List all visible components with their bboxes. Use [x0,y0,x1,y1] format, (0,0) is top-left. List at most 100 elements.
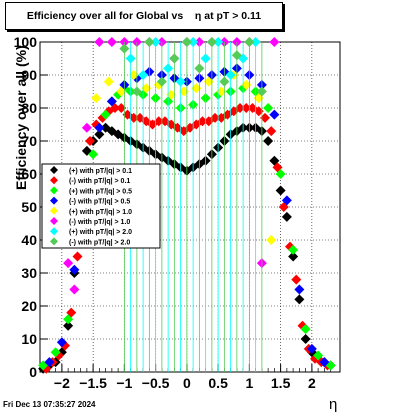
legend-entry: (+) with pT/|q| > 0.1 [69,168,132,175]
legend-entry: (+) with pT/|q| > 1.0 [69,209,132,216]
data-point [128,70,139,80]
data-point [275,185,286,196]
data-point [175,76,186,87]
data-point [313,350,324,361]
y-tick-label: 30 [21,265,37,281]
data-point [91,93,102,104]
data-point [266,235,277,245]
x-axis-label: η [329,396,338,413]
data-point [281,211,292,222]
data-point [44,357,55,368]
data-point [225,70,236,80]
data-point [288,244,299,255]
data-point [169,53,180,64]
data-point [197,116,208,127]
y-tick-label: 80 [21,100,37,116]
data-point [200,53,211,64]
data-point [128,112,139,123]
data-point [241,103,252,113]
data-point [178,86,189,97]
data-point [94,37,105,47]
data-point [106,96,117,107]
data-point [131,86,142,97]
data-point [250,37,261,47]
data-point [300,334,311,344]
data-point [116,86,127,97]
data-point [88,149,99,160]
data-point [156,76,167,87]
data-point [103,76,114,87]
data-point [281,195,292,206]
data-point [300,324,311,335]
data-point [141,83,152,94]
x-tick-label: 2 [308,375,316,391]
legend-entry: (-) with pT/|q| > 0.1 [69,178,130,185]
y-tick-label: 70 [21,133,37,149]
data-point [166,89,177,100]
x-tick-label: −1.5 [79,375,107,391]
legend-marker [50,206,58,215]
legend-marker [50,196,58,205]
y-tick-label: 20 [21,298,37,314]
y-axis-label: Efficiency over all (%) [13,45,29,190]
data-point [194,63,205,74]
data-point [319,357,330,368]
legend-marker [50,166,58,174]
chart-title: Efficiency over all for Global vs η at p… [26,10,262,22]
legend-entry: (-) with pT/|q| > 0.5 [69,199,130,206]
legend-marker [50,237,58,246]
data-point [235,103,245,113]
legend-marker [50,217,58,225]
data-point [253,106,264,117]
y-tick-label: 90 [21,67,37,83]
data-point [56,337,67,348]
data-point [63,258,74,269]
data-point [269,109,280,120]
legend-entry: (+) with pT/|q| > 2.0 [69,229,132,236]
data-point [260,112,270,123]
data-point [119,43,130,54]
data-point [81,122,92,133]
data-point [63,314,74,325]
x-tick-label: 1 [245,375,253,391]
data-point [263,136,274,146]
data-point [150,37,161,47]
data-point [50,347,61,358]
data-point [188,37,199,47]
data-point [294,294,305,305]
data-point [263,103,274,113]
x-tick-label: 1.5 [271,375,291,391]
legend-marker [50,176,58,185]
data-point [116,103,127,113]
data-point [144,37,155,47]
x-tick-label: 0 [183,375,191,391]
data-point [231,50,242,61]
y-tick-label: 10 [21,331,37,347]
y-tick-label: 40 [21,232,37,248]
x-tick-label: −2 [54,375,70,391]
data-point [181,37,192,47]
y-tick-label: 0 [29,364,37,380]
y-tick-label: 50 [21,199,37,215]
data-point [163,63,174,74]
x-tick-label: −0.5 [142,375,170,391]
data-point [100,109,111,120]
chart-title-box: Efficiency over all for Global vs η at p… [5,2,283,30]
data-point [291,274,302,285]
data-point [306,343,317,354]
legend-entry: (-) with pT/|q| > 1.0 [69,219,130,226]
data-point [294,284,305,295]
data-point [203,76,214,87]
data-point [85,136,95,146]
data-point [191,83,202,94]
data-point [210,112,220,123]
data-point [219,76,230,87]
legend-entry: (+) with pT/|q| > 0.5 [69,188,132,195]
data-point [106,37,117,47]
data-point [69,264,80,275]
x-tick-label: −1 [116,375,132,391]
y-tick-label: 100 [14,34,38,50]
data-point [269,37,280,47]
data-point [94,129,105,140]
